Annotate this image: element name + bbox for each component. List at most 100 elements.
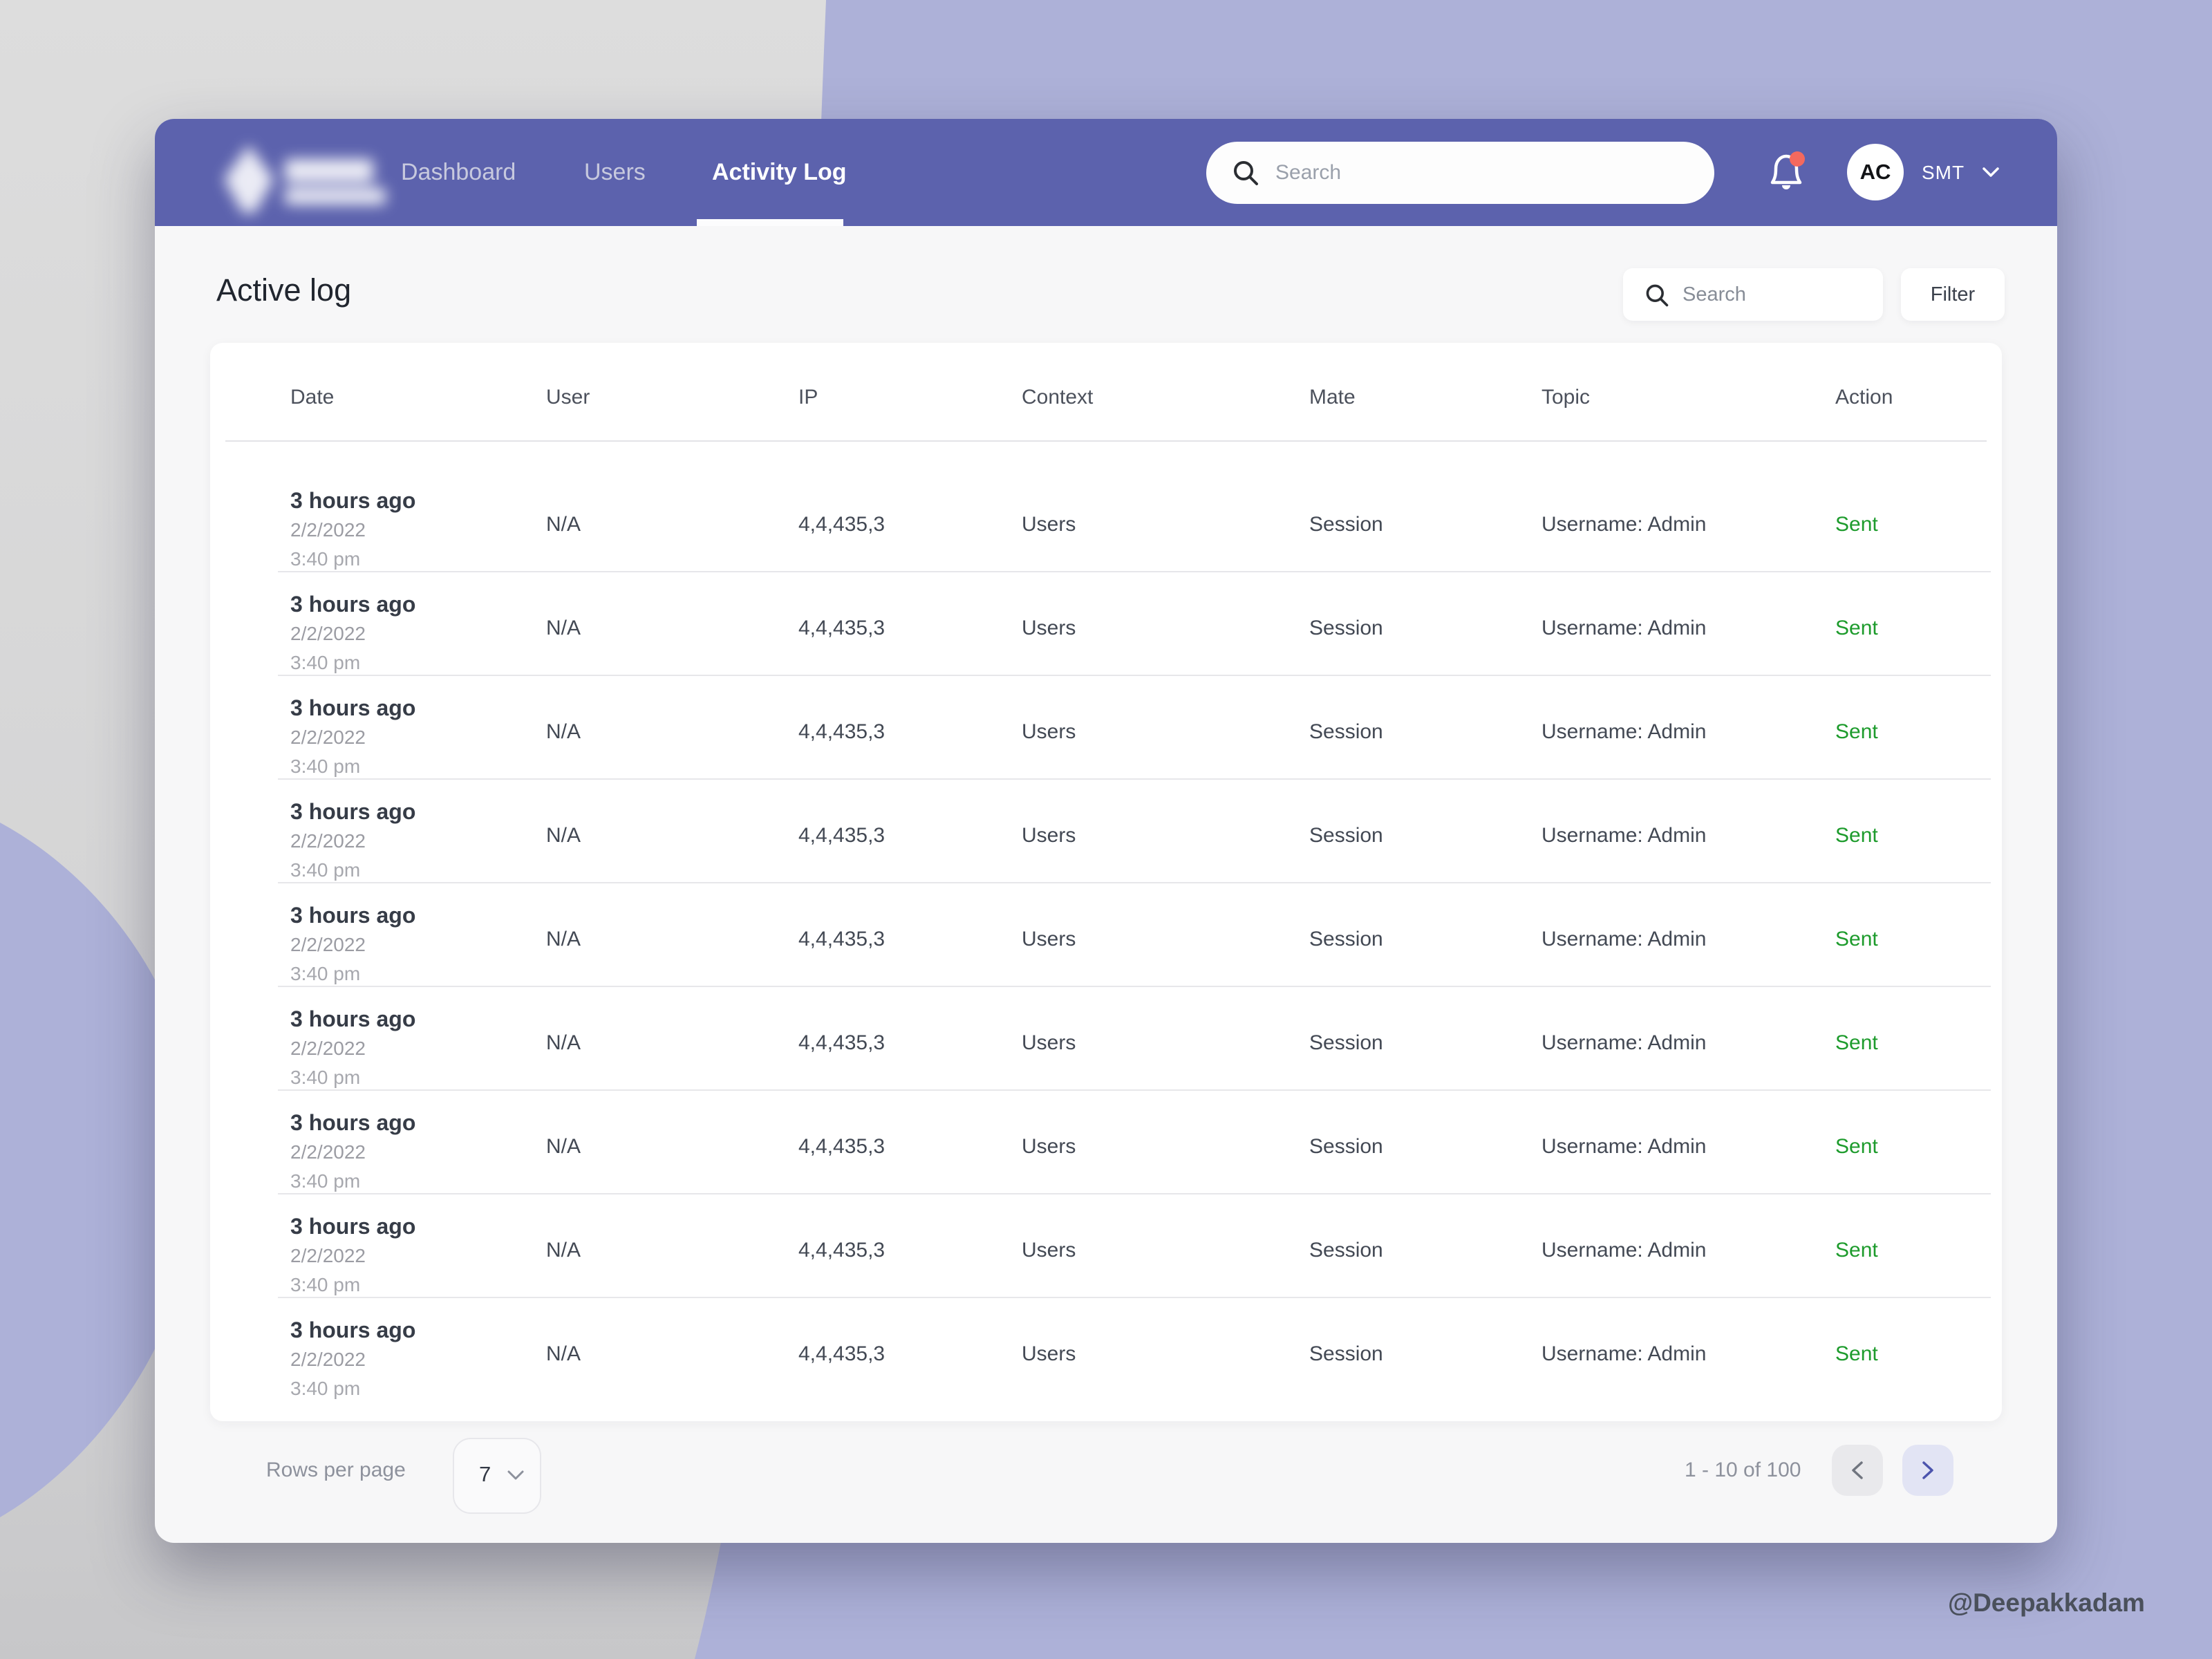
cell-topic: Username: Admin (1541, 1135, 1707, 1158)
filter-button[interactable]: Filter (1901, 268, 2005, 321)
row-divider (278, 778, 1991, 780)
cell-date: 3 hours ago 2/2/2022 3:40 pm (290, 799, 415, 881)
nav-item-dashboard[interactable]: Dashboard (401, 159, 516, 185)
row-relative-time: 3 hours ago (290, 1006, 416, 1031)
row-date: 2/2/2022 (290, 830, 366, 852)
brand-logo[interactable] (224, 145, 390, 218)
cell-context: Users (1022, 617, 1076, 639)
cell-ip: 4,4,435,3 (798, 1239, 885, 1262)
row-relative-time: 3 hours ago (290, 1318, 416, 1342)
previous-page-button[interactable] (1832, 1445, 1883, 1496)
table-search-input[interactable]: Search (1623, 268, 1883, 321)
search-icon (1646, 284, 1669, 307)
cell-topic: Username: Admin (1541, 824, 1707, 847)
cell-context: Users (1022, 824, 1076, 847)
top-navbar: Dashboard Users Activity Log Search AC (155, 119, 2057, 226)
table-row[interactable]: 3 hours ago 2/2/2022 3:40 pm N/A 4,4,435… (210, 883, 2002, 987)
cell-mate: Session (1309, 824, 1383, 847)
app-window: Dashboard Users Activity Log Search AC (155, 119, 2057, 1543)
notification-badge (1790, 151, 1805, 167)
row-divider (278, 1089, 1991, 1091)
cell-mate: Session (1309, 1342, 1383, 1365)
cell-user: N/A (546, 1342, 581, 1365)
active-tab-indicator (697, 219, 843, 226)
navbar-search-placeholder: Search (1275, 161, 1342, 184)
cell-mate: Session (1309, 928, 1383, 950)
table-row[interactable]: 3 hours ago 2/2/2022 3:40 pm N/A 4,4,435… (210, 1091, 2002, 1194)
row-time: 3:40 pm (290, 963, 361, 984)
cell-action-status: Sent (1835, 513, 1878, 536)
cell-action-status: Sent (1835, 617, 1878, 639)
rows-per-page-select[interactable]: 7 (453, 1438, 541, 1514)
next-page-button[interactable] (1902, 1445, 1953, 1496)
cell-ip: 4,4,435,3 (798, 1135, 885, 1158)
cell-ip: 4,4,435,3 (798, 513, 885, 536)
row-time: 3:40 pm (290, 859, 361, 881)
table-row[interactable]: 3 hours ago 2/2/2022 3:40 pm N/A 4,4,435… (210, 780, 2002, 883)
row-date: 2/2/2022 (290, 727, 366, 748)
cell-ip: 4,4,435,3 (798, 928, 885, 950)
row-time: 3:40 pm (290, 756, 361, 777)
table-row[interactable]: 3 hours ago 2/2/2022 3:40 pm N/A 4,4,435… (210, 987, 2002, 1091)
chevron-down-icon (507, 1470, 524, 1480)
table-row[interactable]: 3 hours ago 2/2/2022 3:40 pm N/A 4,4,435… (210, 676, 2002, 780)
cell-action-status: Sent (1835, 1342, 1878, 1365)
cell-date: 3 hours ago 2/2/2022 3:40 pm (290, 695, 415, 778)
cell-topic: Username: Admin (1541, 720, 1707, 743)
cell-date: 3 hours ago 2/2/2022 3:40 pm (290, 592, 415, 674)
table-search-placeholder: Search (1683, 283, 1746, 306)
cell-mate: Session (1309, 617, 1383, 639)
row-divider (278, 675, 1991, 676)
nav-item-users[interactable]: Users (584, 159, 646, 185)
table-row[interactable]: 3 hours ago 2/2/2022 3:40 pm N/A 4,4,435… (210, 469, 2002, 572)
page-title: Active log (216, 272, 352, 308)
row-divider (278, 571, 1991, 572)
org-label[interactable]: SMT (1922, 162, 1965, 183)
row-date: 2/2/2022 (290, 1038, 366, 1059)
activity-table-card: Date User IP Context Mate Topic Action 3… (210, 343, 2002, 1421)
row-relative-time: 3 hours ago (290, 695, 416, 720)
cell-user: N/A (546, 513, 581, 536)
notifications-button[interactable] (1763, 149, 1810, 198)
logo-text-line (285, 159, 373, 182)
row-time: 3:40 pm (290, 1274, 361, 1295)
chevron-left-icon (1852, 1461, 1863, 1479)
cell-user: N/A (546, 720, 581, 743)
cell-context: Users (1022, 1342, 1076, 1365)
cell-action-status: Sent (1835, 1031, 1878, 1054)
row-date: 2/2/2022 (290, 1141, 366, 1163)
cell-mate: Session (1309, 1239, 1383, 1262)
table-row[interactable]: 3 hours ago 2/2/2022 3:40 pm N/A 4,4,435… (210, 572, 2002, 676)
column-header-topic: Topic (1541, 386, 1591, 409)
row-relative-time: 3 hours ago (290, 1110, 416, 1135)
row-time: 3:40 pm (290, 652, 361, 673)
cell-mate: Session (1309, 513, 1383, 536)
table-row[interactable]: 3 hours ago 2/2/2022 3:40 pm N/A 4,4,435… (210, 1298, 2002, 1402)
row-divider (278, 882, 1991, 883)
cell-ip: 4,4,435,3 (798, 1031, 885, 1054)
row-date: 2/2/2022 (290, 623, 366, 644)
cell-context: Users (1022, 928, 1076, 950)
designer-credit: @Deepakkadam (1948, 1588, 2145, 1617)
cell-user: N/A (546, 1031, 581, 1054)
row-divider (278, 1193, 1991, 1194)
nav-item-activity-log[interactable]: Activity Log (712, 159, 847, 185)
user-avatar[interactable]: AC (1847, 144, 1904, 200)
cell-user: N/A (546, 928, 581, 950)
table-row[interactable]: 3 hours ago 2/2/2022 3:40 pm N/A 4,4,435… (210, 1194, 2002, 1298)
row-time: 3:40 pm (290, 1378, 361, 1399)
cell-ip: 4,4,435,3 (798, 720, 885, 743)
column-header-action: Action (1835, 386, 1893, 409)
cell-date: 3 hours ago 2/2/2022 3:40 pm (290, 1318, 415, 1400)
navbar-search-input[interactable]: Search (1206, 142, 1714, 204)
chevron-down-icon[interactable] (1981, 166, 2000, 178)
cell-topic: Username: Admin (1541, 513, 1707, 536)
column-header-ip: IP (798, 386, 818, 409)
table-body: 3 hours ago 2/2/2022 3:40 pm N/A 4,4,435… (210, 469, 2002, 1402)
search-icon (1234, 161, 1258, 185)
cell-context: Users (1022, 720, 1076, 743)
column-header-mate: Mate (1309, 386, 1356, 409)
chevron-right-icon (1922, 1461, 1933, 1479)
cell-user: N/A (546, 1239, 581, 1262)
cell-context: Users (1022, 1239, 1076, 1262)
